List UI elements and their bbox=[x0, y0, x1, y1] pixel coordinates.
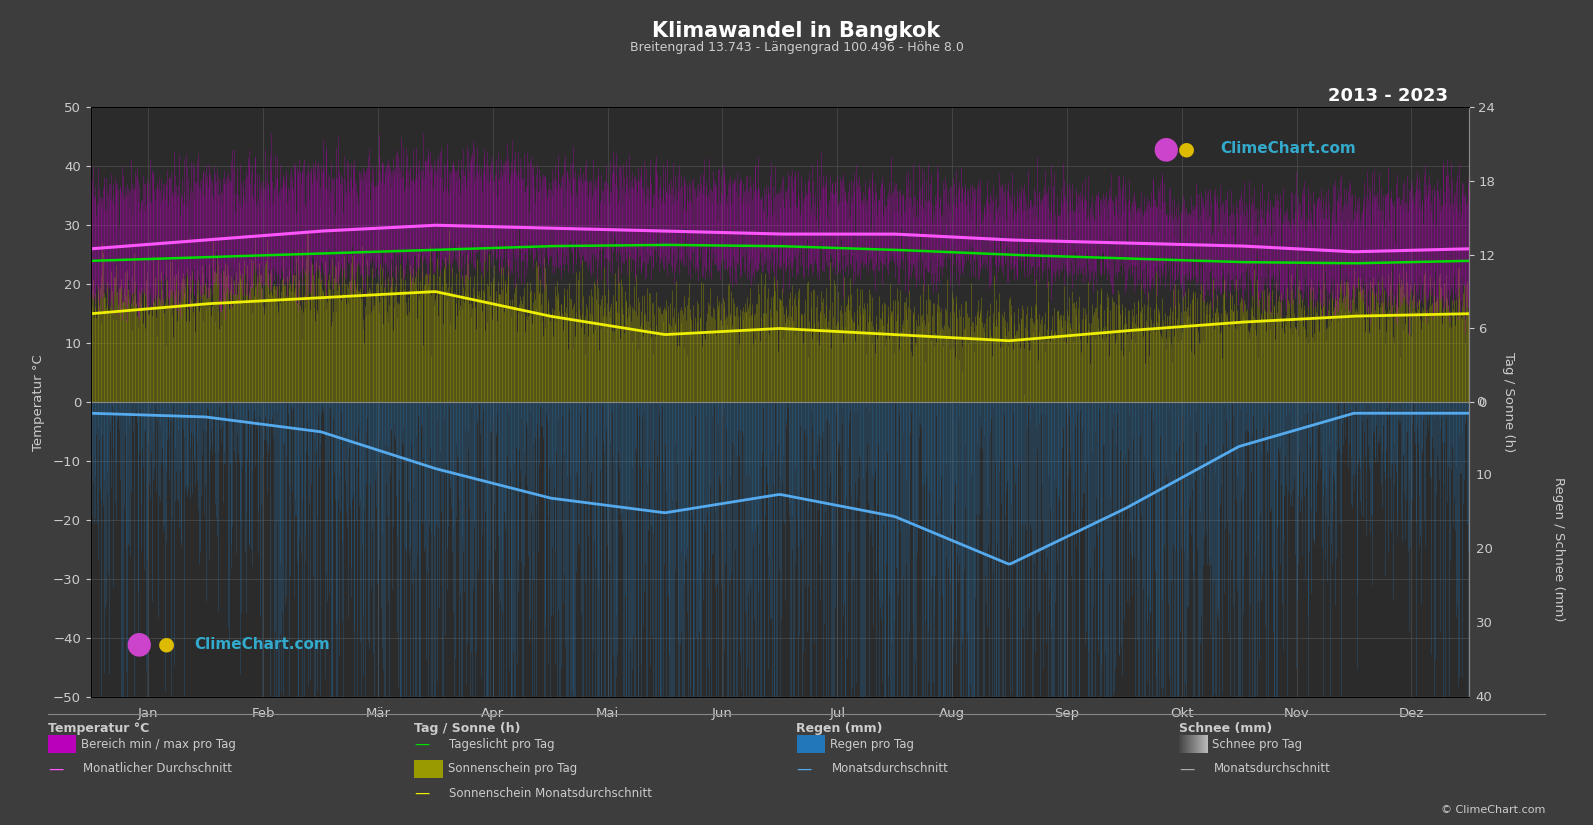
Text: Tag / Sonne (h): Tag / Sonne (h) bbox=[414, 722, 521, 735]
Text: Monatsdurchschnitt: Monatsdurchschnitt bbox=[1214, 762, 1330, 776]
Text: 30: 30 bbox=[1475, 617, 1493, 630]
Text: ●: ● bbox=[126, 629, 153, 658]
Text: Bereich min / max pro Tag: Bereich min / max pro Tag bbox=[81, 738, 236, 751]
Text: Sonnenschein Monatsdurchschnitt: Sonnenschein Monatsdurchschnitt bbox=[449, 787, 652, 800]
Text: ClimeChart.com: ClimeChart.com bbox=[1220, 141, 1357, 156]
Text: 0: 0 bbox=[1475, 396, 1485, 408]
Text: —: — bbox=[1179, 761, 1195, 776]
Text: —: — bbox=[48, 761, 64, 776]
Text: Regen (mm): Regen (mm) bbox=[796, 722, 883, 735]
Text: Schnee (mm): Schnee (mm) bbox=[1179, 722, 1273, 735]
Text: © ClimeChart.com: © ClimeChart.com bbox=[1440, 805, 1545, 815]
Text: Klimawandel in Bangkok: Klimawandel in Bangkok bbox=[653, 21, 940, 40]
Text: Schnee pro Tag: Schnee pro Tag bbox=[1212, 738, 1303, 751]
Text: 2013 - 2023: 2013 - 2023 bbox=[1329, 87, 1448, 105]
Y-axis label: Tag / Sonne (h): Tag / Sonne (h) bbox=[1502, 352, 1515, 452]
Text: Regen / Schnee (mm): Regen / Schnee (mm) bbox=[1552, 478, 1564, 622]
Text: —: — bbox=[414, 737, 430, 752]
Text: Sonnenschein pro Tag: Sonnenschein pro Tag bbox=[448, 762, 577, 776]
Text: 10: 10 bbox=[1475, 469, 1493, 483]
Text: ●: ● bbox=[158, 634, 175, 653]
Text: 20: 20 bbox=[1475, 543, 1493, 556]
Text: ●: ● bbox=[1177, 139, 1195, 158]
Text: ●: ● bbox=[1152, 134, 1179, 163]
Text: Temperatur °C: Temperatur °C bbox=[48, 722, 150, 735]
Text: Regen pro Tag: Regen pro Tag bbox=[830, 738, 914, 751]
Text: —: — bbox=[414, 786, 430, 801]
Text: Tageslicht pro Tag: Tageslicht pro Tag bbox=[449, 738, 554, 751]
Text: Monatsdurchschnitt: Monatsdurchschnitt bbox=[832, 762, 948, 776]
Text: 40: 40 bbox=[1475, 691, 1493, 704]
Y-axis label: Temperatur °C: Temperatur °C bbox=[32, 354, 45, 450]
Text: —: — bbox=[796, 761, 812, 776]
Text: Monatlicher Durchschnitt: Monatlicher Durchschnitt bbox=[83, 762, 233, 776]
Text: ClimeChart.com: ClimeChart.com bbox=[194, 637, 330, 652]
Text: Breitengrad 13.743 - Längengrad 100.496 - Höhe 8.0: Breitengrad 13.743 - Längengrad 100.496 … bbox=[629, 41, 964, 54]
